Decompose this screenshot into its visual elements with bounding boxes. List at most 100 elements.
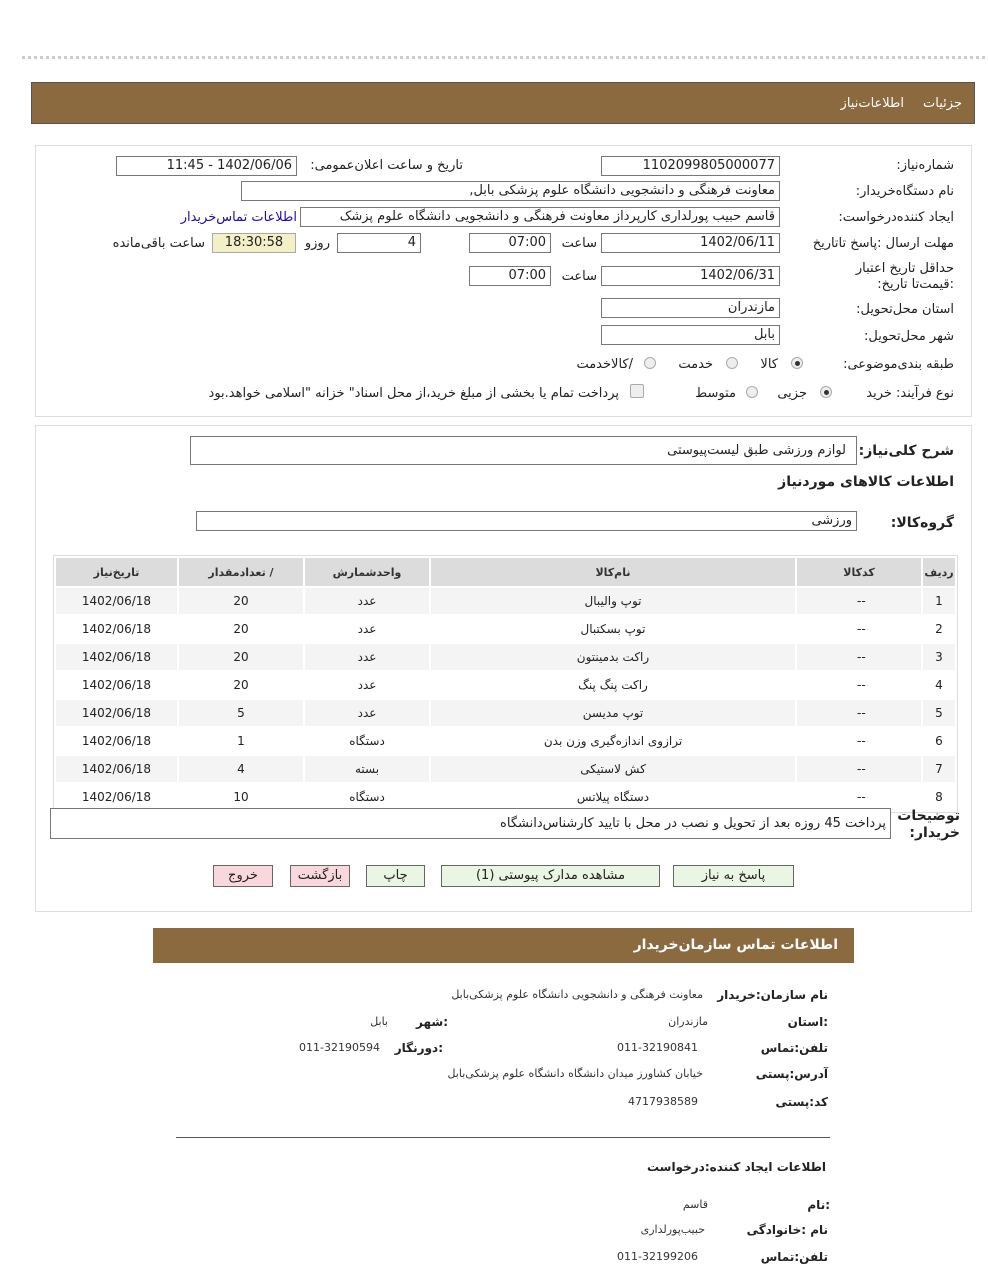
city-contact-value: بابل xyxy=(370,1015,388,1028)
row-number: 1 xyxy=(923,588,955,614)
item-unit: دستگاه xyxy=(305,784,429,810)
item-code: -- xyxy=(797,672,921,698)
col-code: کدکالا xyxy=(797,558,921,586)
postal-label: کد:پستی xyxy=(775,1095,828,1109)
family-label: نام :خانوادگی xyxy=(746,1223,828,1237)
org-label: نام سازمان:خریدار xyxy=(717,988,828,1002)
item-date: 1402/06/18 xyxy=(56,784,177,810)
item-unit: دستگاه xyxy=(305,728,429,754)
validity-time-label: ساعت xyxy=(561,269,597,284)
remaining-time-field: 18:30:58 xyxy=(212,233,296,253)
item-date: 1402/06/18 xyxy=(56,588,177,614)
radio-medium-label: متوسط xyxy=(695,386,736,401)
radio-goods-service-label: /کالاخدمت xyxy=(576,357,633,372)
province-field: مازندران xyxy=(601,298,780,318)
payment-note: پرداخت تمام یا بخشی از مبلغ خرید،از محل … xyxy=(208,386,619,401)
item-unit: عدد xyxy=(305,672,429,698)
buyer-contact-link[interactable]: اطلاعات تماس‌خریدار xyxy=(180,210,297,225)
group-field: ورزشی xyxy=(196,511,857,531)
item-qty: 20 xyxy=(179,672,303,698)
table-row: 5 -- توپ مدیسن عدد 5 1402/06/18 xyxy=(56,700,955,726)
payment-checkbox[interactable] xyxy=(630,384,644,398)
address-value: خیابان کشاورز میدان دانشگاه دانشگاه علوم… xyxy=(447,1067,703,1080)
city-label: شهر محل‌تحویل: xyxy=(864,329,954,344)
radio-goods-service[interactable] xyxy=(644,357,656,369)
table-row: 6 -- ترازوی اندازه‌گیری وزن بدن دستگاه 1 1402… xyxy=(56,728,955,754)
announce-label: تاریخ و ساعت اعلان‌عمومی: xyxy=(310,158,463,173)
radio-service-label: خدمت xyxy=(678,357,713,372)
creator-field: قاسم حبیب پورلداری کارپرداز معاونت فرهنگ… xyxy=(300,207,780,227)
fax-label: :دورنگار xyxy=(394,1041,443,1055)
back-button[interactable]: بازگشت xyxy=(290,865,350,887)
item-date: 1402/06/18 xyxy=(56,616,177,642)
item-name: دستگاه پیلاتس xyxy=(431,784,795,810)
notes-label: توضیحات خریدار: xyxy=(897,808,960,841)
item-code: -- xyxy=(797,700,921,726)
contact-title-bar: اطلاعات تماس سازمان‌خریدار xyxy=(153,928,854,963)
validity-date-field: 1402/06/31 xyxy=(601,266,780,286)
postal-value: 4717938589 xyxy=(628,1095,698,1108)
province-contact-label: :استان xyxy=(787,1015,828,1029)
item-qty: 4 xyxy=(179,756,303,782)
item-qty: 10 xyxy=(179,784,303,810)
province-label: استان محل‌تحویل: xyxy=(856,302,954,317)
item-qty: 20 xyxy=(179,588,303,614)
item-name: راکت بدمینتون xyxy=(431,644,795,670)
item-unit: عدد xyxy=(305,616,429,642)
radio-partial-label: جزیی xyxy=(777,386,807,401)
group-label: گروه‌کالا: xyxy=(890,515,954,531)
item-name: توپ مدیسن xyxy=(431,700,795,726)
fax-value: 011-32190594 xyxy=(299,1041,380,1054)
name-label: :نام xyxy=(807,1198,830,1212)
item-name: راکت پنگ پنگ xyxy=(431,672,795,698)
buyer-field: معاونت فرهنگی و دانشجویی دانشگاه علوم پز… xyxy=(241,181,780,201)
radio-goods[interactable] xyxy=(791,357,803,369)
exit-button[interactable]: خروج xyxy=(213,865,273,887)
item-name: توپ بسکتبال xyxy=(431,616,795,642)
radio-service[interactable] xyxy=(726,357,738,369)
item-name: ترازوی اندازه‌گیری وزن بدن xyxy=(431,728,795,754)
contact-divider xyxy=(176,1137,830,1138)
item-code: -- xyxy=(797,756,921,782)
item-qty: 5 xyxy=(179,700,303,726)
item-code: -- xyxy=(797,616,921,642)
item-unit: عدد xyxy=(305,644,429,670)
col-unit: واحدشمارش xyxy=(305,558,429,586)
need-number-label: شماره‌نیاز: xyxy=(896,158,954,173)
phone-value: 011-32190841 xyxy=(617,1041,698,1054)
name-value: قاسم xyxy=(682,1198,708,1211)
item-unit: عدد xyxy=(305,588,429,614)
table-row: 8 -- دستگاه پیلاتس دستگاه 10 1402/06/18 xyxy=(56,784,955,810)
days-label: روزو xyxy=(304,236,330,251)
deadline-time-label: ساعت xyxy=(561,236,597,251)
radio-partial[interactable] xyxy=(820,386,832,398)
validity-time-field: 07:00 xyxy=(469,266,551,286)
item-code: -- xyxy=(797,588,921,614)
address-label: آدرس:پستی xyxy=(755,1067,828,1081)
announce-field: 1402/06/06 - 11:45 xyxy=(116,156,297,176)
row-number: 4 xyxy=(923,672,955,698)
item-date: 1402/06/18 xyxy=(56,756,177,782)
item-qty: 1 xyxy=(179,728,303,754)
row-number: 6 xyxy=(923,728,955,754)
item-unit: عدد xyxy=(305,700,429,726)
contact-title: اطلاعات تماس سازمان‌خریدار xyxy=(633,937,838,953)
tab-details[interactable]: جزئیات xyxy=(923,96,962,111)
radio-medium[interactable] xyxy=(746,386,758,398)
reply-button[interactable]: پاسخ به نیاز xyxy=(673,865,794,887)
item-unit: بسته xyxy=(305,756,429,782)
item-code: -- xyxy=(797,728,921,754)
process-label: نوع فرآیند: خرید xyxy=(866,386,954,401)
col-row: ردیف xyxy=(923,558,955,586)
col-qty: / تعدادمقدار xyxy=(179,558,303,586)
creator-phone-label: تلفن:تماس xyxy=(760,1250,828,1264)
summary-field: لوازم ورزشی طبق لیست‌پیوستی xyxy=(190,436,857,465)
notes-field: پرداخت 45 روزه بعد از تحویل و نصب در محل… xyxy=(50,808,891,839)
item-date: 1402/06/18 xyxy=(56,700,177,726)
print-button[interactable]: چاپ xyxy=(366,865,425,887)
attachments-button[interactable]: مشاهده مدارک پیوستی (1) xyxy=(441,865,660,887)
tab-need-info[interactable]: اطلاعات‌نیاز xyxy=(840,96,904,111)
creator-info-title: اطلاعات ایجاد کننده:درخواست xyxy=(646,1160,826,1174)
item-name: کش لاستیکی xyxy=(431,756,795,782)
deadline-label: مهلت ارسال :پاسخ تا‌تاریخ xyxy=(812,236,954,251)
